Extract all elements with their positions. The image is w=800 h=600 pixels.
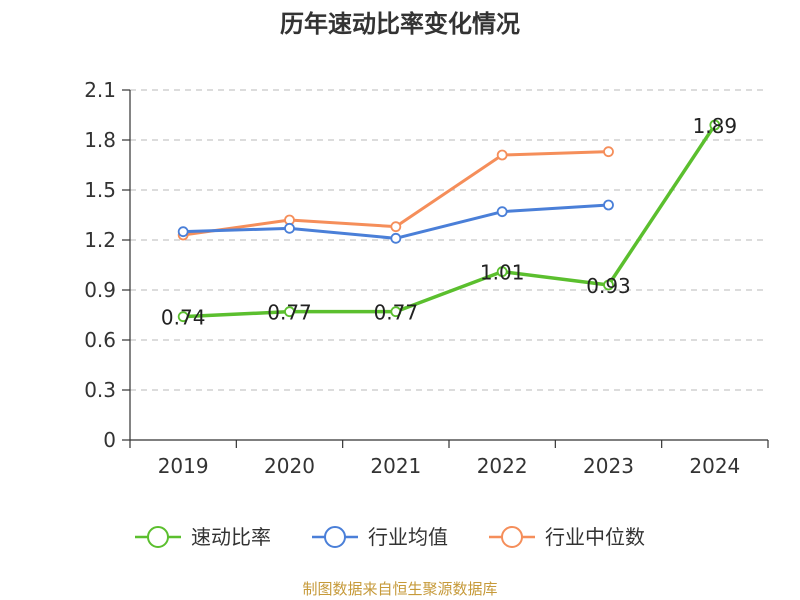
legend-marker	[324, 526, 346, 548]
data-label: 0.93	[586, 274, 631, 298]
data-point	[496, 266, 508, 278]
y-tick-label: 0.6	[84, 328, 116, 352]
data-point	[603, 199, 614, 211]
data-point	[177, 311, 189, 323]
y-tick-label: 1.2	[84, 228, 116, 252]
x-tick-label: 2022	[477, 454, 528, 478]
y-tick-label: 1.8	[84, 128, 116, 152]
data-labels: 0.74 0.77 0.77 1.01 0.93 1.89	[161, 114, 737, 330]
data-point	[284, 222, 295, 234]
data-point	[496, 206, 508, 218]
grid-lines	[130, 89, 768, 391]
data-label: 0.77	[374, 301, 419, 325]
data-label: 0.74	[161, 306, 206, 330]
series-2	[177, 146, 614, 241]
y-tick-label: 0.3	[84, 378, 116, 402]
legend-marker	[501, 526, 523, 548]
data-label: 1.89	[693, 114, 738, 138]
legend: 速动比率 行业均值 行业中位数	[135, 525, 645, 549]
y-tick-label: 1.5	[84, 178, 116, 202]
series-lines	[177, 119, 721, 323]
x-tick-label: 2019	[158, 454, 209, 478]
x-tick-label: 2024	[689, 454, 740, 478]
data-point	[709, 119, 721, 131]
data-point	[496, 149, 508, 161]
legend-label: 速动比率	[191, 525, 271, 549]
series-0	[177, 119, 721, 323]
y-tick-label: 0	[103, 428, 116, 452]
data-point	[390, 232, 402, 244]
legend-marker	[147, 526, 169, 548]
y-tick-label: 2.1	[84, 78, 116, 102]
x-tick-label: 2021	[370, 454, 421, 478]
y-tick-label: 0.9	[84, 278, 116, 302]
data-point	[177, 226, 189, 238]
chart-title: 历年速动比率变化情况	[280, 10, 520, 38]
series-1	[177, 199, 614, 244]
data-point	[603, 279, 614, 291]
data-point	[390, 221, 402, 233]
data-point	[390, 306, 402, 318]
series-line	[181, 123, 717, 319]
axes: 0 0.3 0.6 0.9 1.2 1.5 1.8 2.1 2019 2020 2021 2022 20…	[84, 78, 769, 478]
legend-item: 行业中位数	[489, 525, 645, 549]
data-point	[284, 306, 295, 318]
x-tick-label: 2020	[264, 454, 315, 478]
legend-label: 行业中位数	[545, 525, 645, 549]
x-tick-label: 2023	[583, 454, 634, 478]
data-label: 0.77	[267, 301, 312, 325]
data-label: 1.01	[480, 261, 525, 285]
source-note: 制图数据来自恒生聚源数据库	[302, 580, 497, 598]
legend-item: 行业均值	[312, 525, 448, 549]
legend-label: 行业均值	[368, 525, 448, 549]
data-point	[603, 146, 614, 158]
legend-item: 速动比率	[135, 525, 271, 549]
